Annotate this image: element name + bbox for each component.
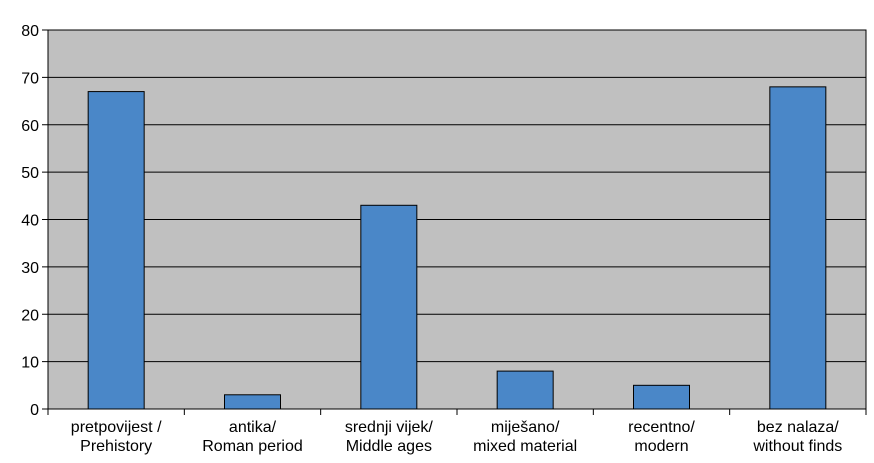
x-tick-label: recentno/ [628,419,695,436]
y-tick-labels: 0 10 20 30 40 50 60 70 80 [21,23,39,419]
y-tick-label: 0 [30,402,39,419]
y-tick-label: 20 [21,307,39,324]
x-tick-label: miješano/ [491,419,560,436]
x-tick-label: mixed material [473,438,577,455]
y-tick-label: 70 [21,70,39,87]
x-tick-label: Roman period [202,438,303,455]
x-tick-label: antika/ [229,419,277,436]
y-tick-label: 10 [21,355,39,372]
x-tick-label: Prehistory [80,438,152,455]
y-tick-label: 80 [21,23,39,40]
x-tick-labels: pretpovijest / Prehistory antika/Roman per… [71,419,842,455]
x-tick-label: pretpovijest / [71,419,162,436]
x-tick-label: srednji vijek/ [345,419,434,436]
bar [225,395,281,409]
bar [88,92,144,409]
bar [497,371,553,409]
y-tick-label: 40 [21,213,39,230]
x-tick-label: bez nalaza/ [757,419,839,436]
bar [361,205,417,409]
bar [634,385,690,409]
y-tick-label: 30 [21,260,39,277]
x-tick-label: without finds [752,438,842,455]
x-tick-label: Middle ages [346,438,432,455]
y-tick-label: 60 [21,118,39,135]
y-tick-label: 50 [21,165,39,182]
x-tick-label: modern [634,438,688,455]
bar [770,87,826,409]
